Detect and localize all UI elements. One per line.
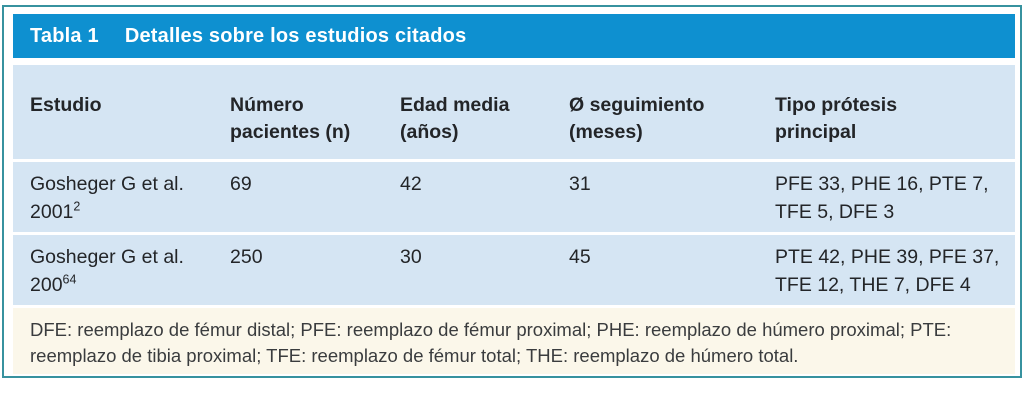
table-number: Tabla 1 [30,24,99,47]
study-reference-superscript: 64 [62,272,77,287]
study-year-line: 20012 [30,198,230,226]
table-footnote: DFE: reemplazo de fémur distal; PFE: ree… [13,308,1015,374]
study-year: 2001 [30,201,74,224]
followup-cell: 45 [569,246,591,268]
study-year-line: 20064 [30,271,230,299]
column-header-numero-pacientes: Número pacientes (n) [230,92,400,159]
column-header-line: (años) [400,120,459,143]
column-header-line: Estudio [30,94,102,116]
column-header-tipo-protesis: Tipo prótesis principal [775,92,1009,159]
study-authors: Gosheger G et al. [30,173,184,195]
footnote-line: DFE: reemplazo de fémur distal; PFE: ree… [30,319,952,340]
column-header-line: Edad media [400,94,510,116]
title-header-divider [13,58,1015,65]
table-caption: Detalles sobre los estudios citados [124,24,467,47]
column-header-line: (meses) [569,120,643,143]
study-year: 200 [30,274,63,297]
patients-cell: 69 [230,173,252,195]
column-header-line: Número [230,94,304,116]
study-reference-superscript: 2 [73,199,81,214]
column-header-line: principal [775,120,857,143]
age-cell: 30 [400,246,422,268]
table-row: Gosheger G et al. 20064 250 30 45 PTE 42… [13,235,1015,305]
study-cell: Gosheger G et al. 20012 [30,170,230,232]
prosthesis-cell: PFE 33, PHE 16, PTE 7, TFE 5, DFE 3 [775,173,989,224]
table-title-bar: Tabla 1 Detalles sobre los estudios cita… [13,14,1015,58]
table-row: Gosheger G et al. 20012 69 42 31 PFE 33,… [13,162,1015,232]
study-authors: Gosheger G et al. [30,246,184,268]
study-details-table: Tabla 1 Detalles sobre los estudios cita… [2,5,1022,378]
table-header-row: Estudio Número pacientes (n) Edad media … [13,65,1015,159]
footnote-line: reemplazo de tibia proximal; TFE: reempl… [30,345,799,367]
column-header-line: Ø seguimiento [569,94,705,116]
age-cell: 42 [400,173,422,195]
followup-cell: 31 [569,173,591,195]
column-header-seguimiento: Ø seguimiento (meses) [569,92,775,159]
column-header-line: pacientes (n) [230,120,351,143]
prosthesis-cell: PTE 42, PHE 39, PFE 37, TFE 12, THE 7, D… [775,246,1000,297]
patients-cell: 250 [230,246,263,268]
study-cell: Gosheger G et al. 20064 [30,243,230,305]
column-header-line: Tipo prótesis [775,94,898,116]
column-header-estudio: Estudio [30,92,230,159]
column-header-edad-media: Edad media (años) [400,92,569,159]
